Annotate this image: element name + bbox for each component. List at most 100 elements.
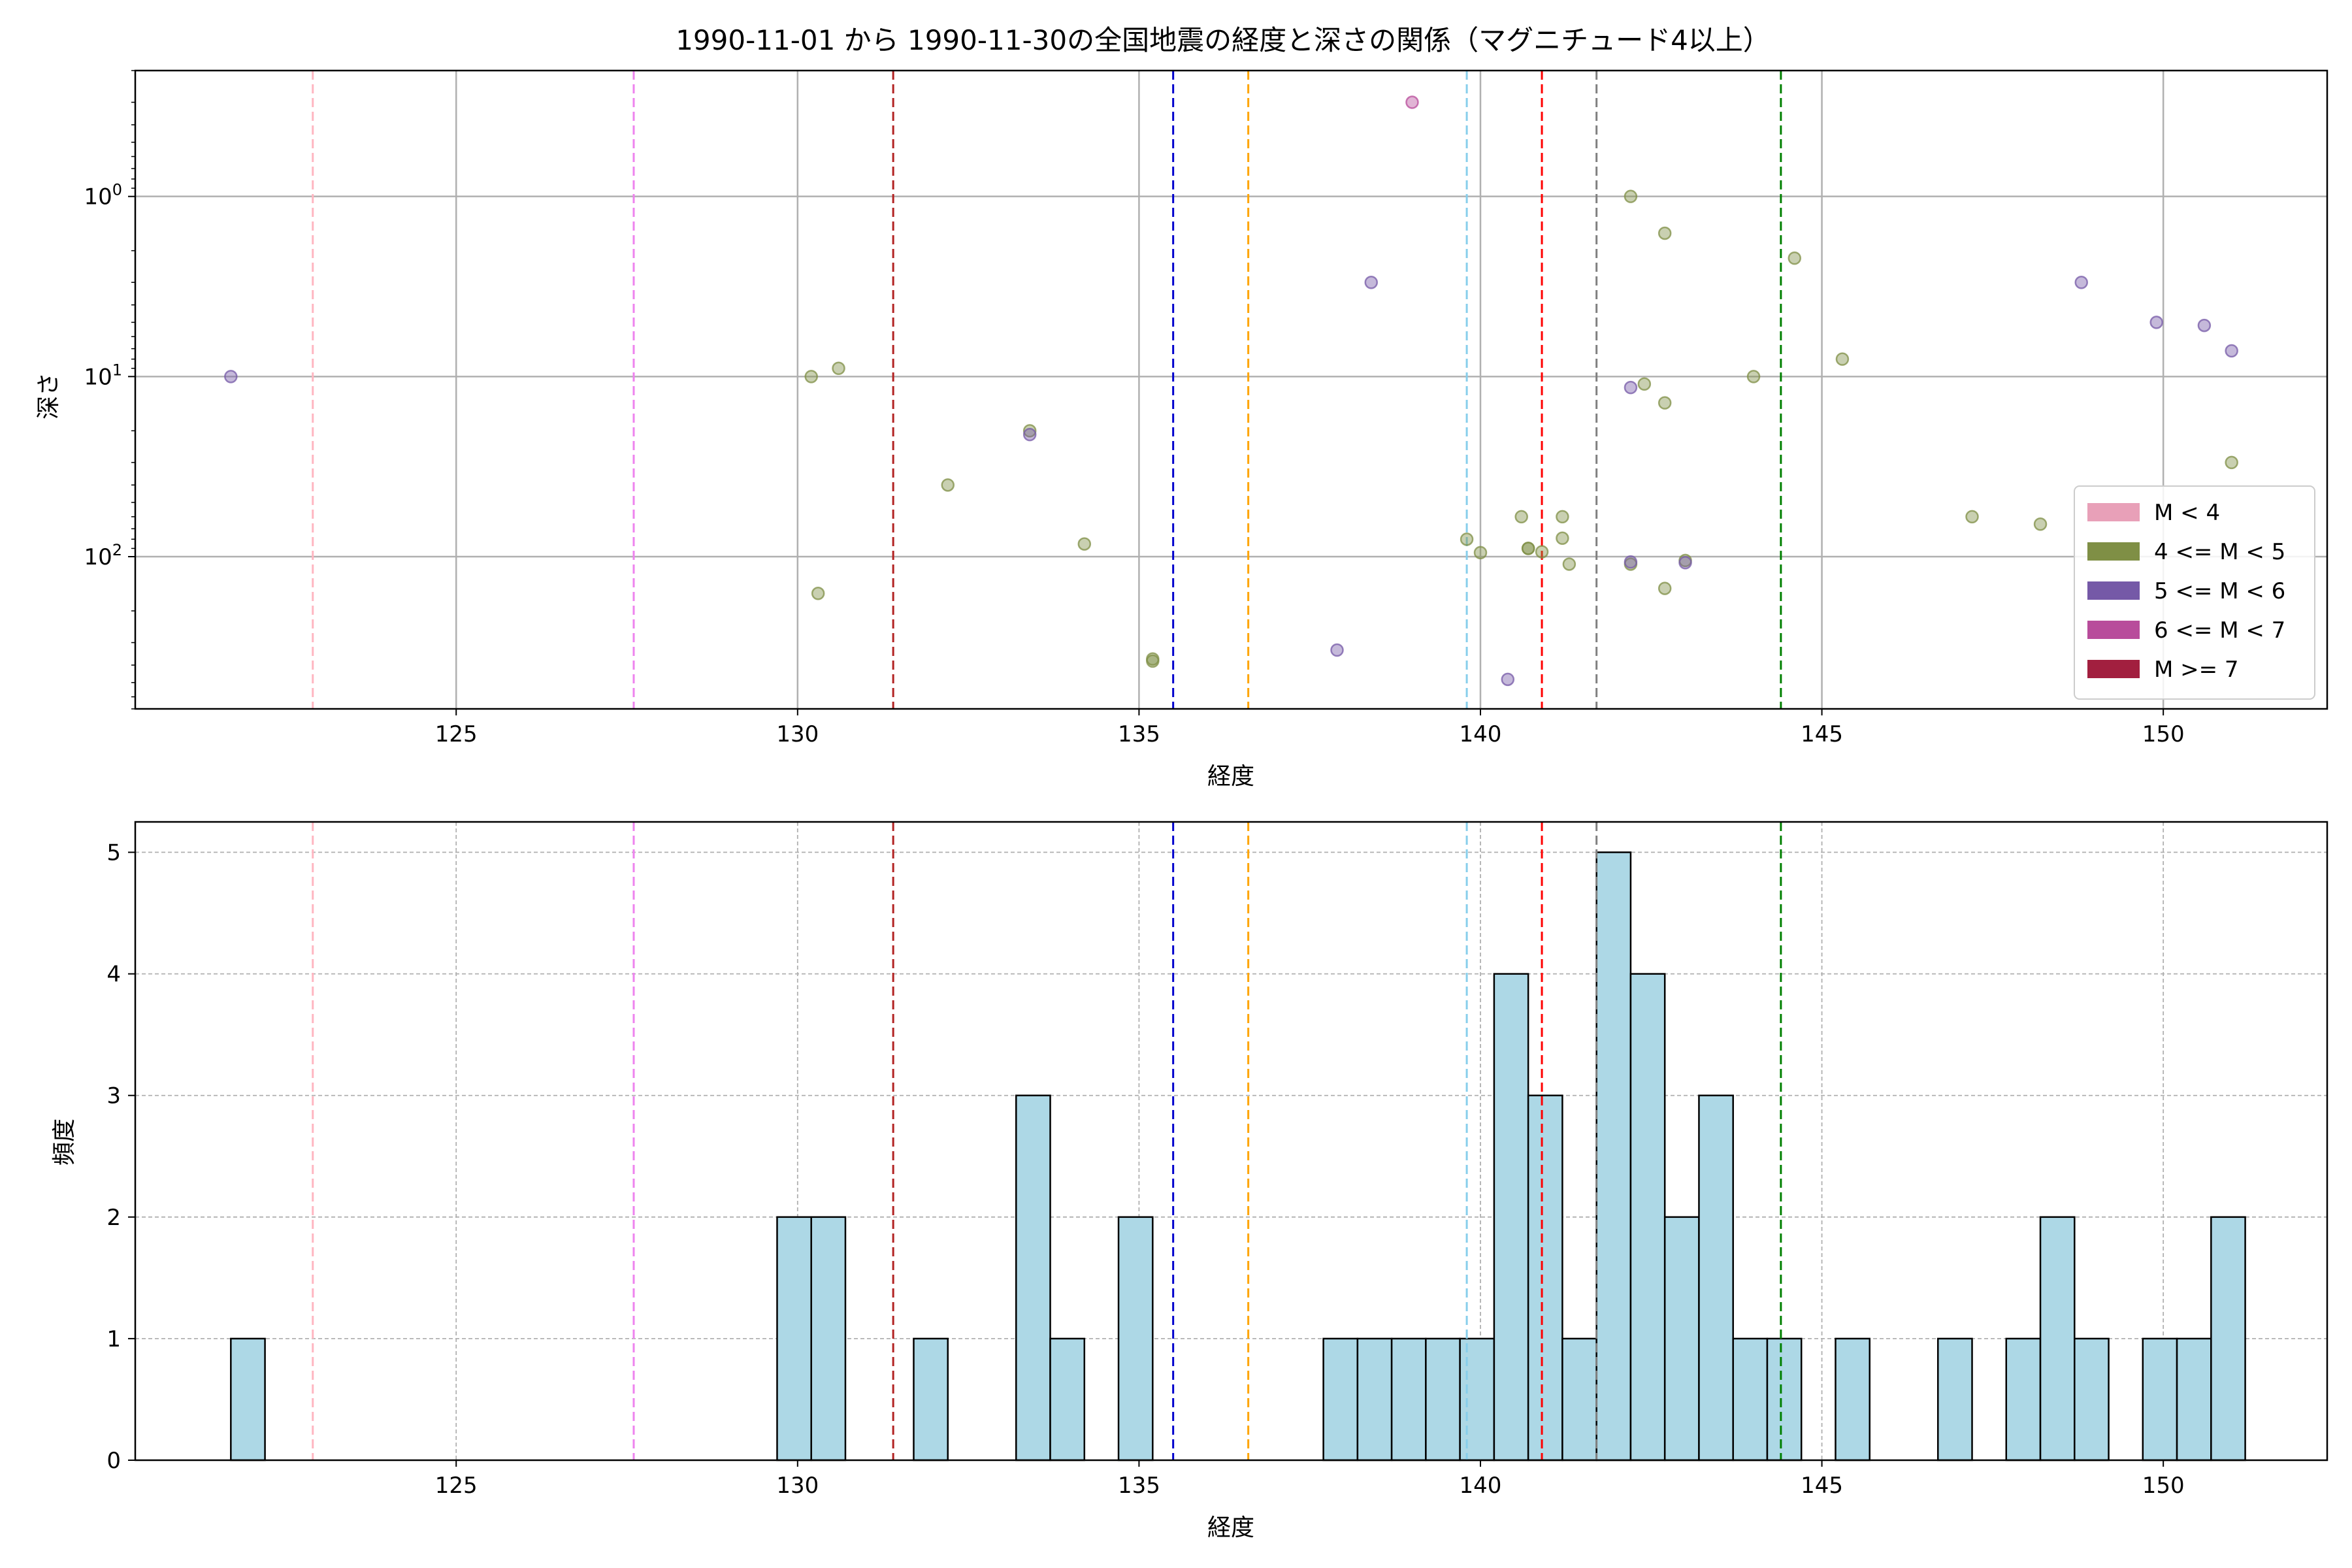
scatter-point	[1405, 95, 1419, 109]
scatter-x-tick-label: 135	[1118, 721, 1160, 747]
histogram-bar	[1117, 1216, 1154, 1462]
histogram-y-tick-label: 0	[106, 1448, 121, 1474]
histogram-x-tick-label: 135	[1118, 1473, 1160, 1499]
scatter-point	[2225, 455, 2238, 470]
scatter-y-tick-label: 101	[84, 361, 122, 390]
legend-frame	[2074, 485, 2315, 700]
scatter-point	[1077, 537, 1092, 551]
histogram-panel: 125 130 135 140 145 150 0 1 2 3 4 5 経度 頻度	[51, 821, 2328, 1541]
legend-swatch	[2087, 660, 2140, 678]
histogram-bar	[1663, 1216, 1700, 1462]
legend-swatch	[2087, 503, 2140, 521]
scatter-reference-lines	[312, 71, 1782, 709]
scatter-point	[1624, 380, 1638, 395]
scatter-point	[1624, 555, 1638, 569]
legend-swatch	[2087, 581, 2140, 600]
scatter-y-tick-label: 100	[84, 181, 122, 210]
scatter-point	[941, 478, 955, 492]
scatter-point	[2225, 344, 2238, 358]
legend-label: 6 <= M < 7	[2154, 617, 2285, 644]
scatter-point	[1364, 275, 1379, 289]
histogram-bar	[776, 1216, 812, 1462]
scatter-point	[811, 587, 825, 600]
histogram-reference-lines	[312, 822, 1782, 1460]
scatter-point	[1788, 251, 1802, 265]
scatter-point	[1624, 189, 1638, 203]
histogram-bar	[1493, 973, 1529, 1462]
histogram-bar	[810, 1216, 847, 1462]
histogram-bar	[2176, 1337, 2212, 1462]
scatter-point	[1678, 555, 1692, 570]
histogram-bar	[2074, 1337, 2110, 1462]
histogram-bar	[1527, 1094, 1563, 1462]
scatter-y-axis-label: 深さ	[35, 372, 62, 419]
histogram-bar	[1459, 1337, 1495, 1462]
legend-swatch	[2087, 542, 2140, 561]
scatter-plot-frame	[134, 69, 2328, 710]
scatter-point	[1501, 672, 1515, 687]
scatter-point	[2033, 517, 2048, 531]
histogram-x-tick-label: 125	[435, 1473, 478, 1499]
legend-label: M < 4	[2154, 500, 2220, 526]
histogram-y-tick-label: 2	[106, 1205, 121, 1231]
legend-swatch	[2087, 621, 2140, 639]
histogram-y-tick-label: 3	[106, 1083, 121, 1109]
scatter-point	[1637, 377, 1652, 391]
scatter-grid	[135, 71, 2327, 709]
histogram-y-axis-label: 頻度	[51, 1119, 78, 1166]
histogram-bar	[1049, 1337, 1086, 1462]
histogram-bar	[2005, 1337, 2042, 1462]
scatter-point	[1658, 581, 1672, 595]
histogram-x-tick-label: 145	[1801, 1473, 1843, 1499]
histogram-bar	[1015, 1094, 1051, 1462]
histogram-bar	[1766, 1337, 1803, 1462]
scatter-point	[1965, 510, 1979, 524]
histogram-bar	[1356, 1337, 1393, 1462]
scatter-panel: 125 130 135 140 145 150 100 101 102 経度 深さ M < 4…	[35, 69, 2328, 790]
scatter-point	[1535, 545, 1549, 559]
histogram-x-axis-label: 経度	[1207, 1514, 1254, 1541]
histogram-bar	[2142, 1337, 2178, 1462]
histogram-bar	[1561, 1337, 1597, 1462]
scatter-point	[2197, 318, 2212, 333]
histogram-bar	[1595, 851, 1632, 1462]
scatter-x-tick-label: 140	[1460, 721, 1502, 747]
scatter-x-tick-label: 125	[435, 721, 478, 747]
histogram-x-tick-label: 130	[776, 1473, 819, 1499]
scatter-point	[832, 361, 845, 375]
scatter-point	[224, 370, 238, 384]
histogram-y-tick-label: 1	[106, 1326, 121, 1352]
histogram-bar	[2210, 1216, 2246, 1462]
histogram-bar	[2039, 1216, 2076, 1462]
chart-title: 1990-11-01 から 1990-11-30の全国地震の経度と深さの関係（マ…	[676, 24, 1771, 56]
scatter-point	[1562, 557, 1576, 571]
scatter-point	[1022, 427, 1037, 442]
legend-label: M >= 7	[2154, 657, 2239, 683]
scatter-point	[1022, 424, 1037, 438]
legend-items: M < 4 4 <= M < 5 5 <= M < 6 6 <= M < 7 M >= …	[2087, 500, 2285, 683]
scatter-point	[2149, 316, 2163, 329]
scatter-points	[224, 95, 2238, 687]
scatter-point	[1473, 546, 1488, 560]
scatter-x-tick-label: 150	[2142, 721, 2185, 747]
histogram-y-tick-label: 4	[106, 962, 121, 988]
scatter-point	[1556, 531, 1569, 546]
histogram-bar	[1390, 1337, 1427, 1462]
histogram-bar	[1322, 1337, 1359, 1462]
legend-label: 4 <= M < 5	[2154, 539, 2285, 565]
scatter-x-tick-label: 145	[1801, 721, 1843, 747]
histogram-bar	[230, 1337, 266, 1462]
histogram-y-tick-label: 5	[106, 840, 121, 866]
scatter-point	[1521, 542, 1535, 555]
scatter-point	[1746, 370, 1761, 384]
scatter-x-tick-label: 130	[776, 721, 819, 747]
histogram-bar	[913, 1337, 949, 1462]
histogram-bar	[1732, 1337, 1769, 1462]
scatter-point	[804, 370, 818, 384]
histogram-bar	[1937, 1337, 1973, 1462]
histogram-bar	[1425, 1337, 1461, 1462]
scatter-x-ticks: 125 130 135 140 145 150	[435, 709, 2185, 747]
histogram-x-tick-label: 140	[1460, 1473, 1502, 1499]
